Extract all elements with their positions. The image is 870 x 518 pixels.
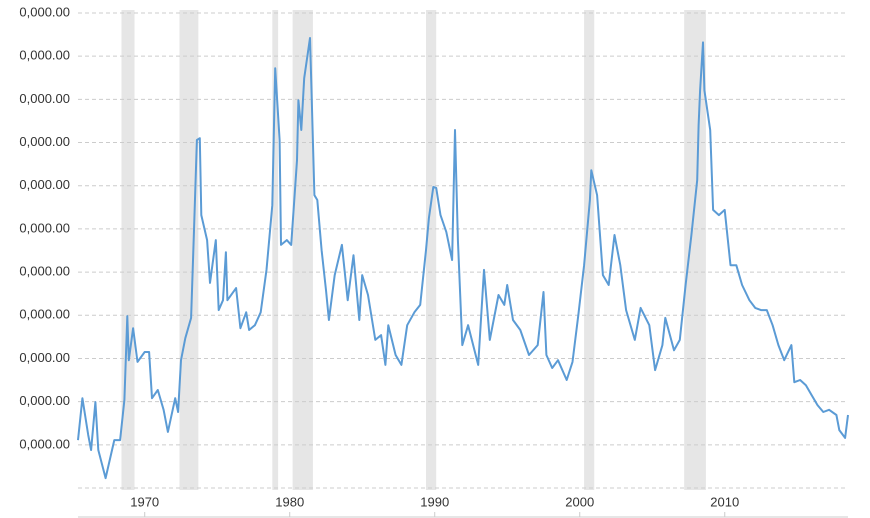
y-tick-label: 0,000.00 xyxy=(19,91,70,106)
y-tick-label: 0,000.00 xyxy=(19,264,70,279)
x-tick-label: 1980 xyxy=(275,494,304,509)
x-tick-label: 1990 xyxy=(420,494,449,509)
y-tick-label: 0,000.00 xyxy=(19,177,70,192)
x-tick-label: 2010 xyxy=(710,494,739,509)
y-tick-label: 0,000.00 xyxy=(19,307,70,322)
x-tick-label: 1970 xyxy=(130,494,159,509)
recession-band xyxy=(584,10,595,490)
y-tick-label: 0,000.00 xyxy=(19,134,70,149)
line-series xyxy=(77,37,849,480)
x-tick-label: 2000 xyxy=(565,494,594,509)
y-tick-label: 0,000.00 xyxy=(19,393,70,408)
recession-band xyxy=(292,10,313,490)
y-tick-label: 0,000.00 xyxy=(19,436,70,451)
y-tick-label: 0,000.00 xyxy=(19,350,70,365)
y-tick-label: 0,000.00 xyxy=(19,220,70,235)
y-tick-label: 0,000.00 xyxy=(19,4,70,19)
recession-band xyxy=(426,10,437,490)
recession-band xyxy=(684,10,706,490)
recession-band xyxy=(179,10,199,490)
y-tick-label: 0,000.00 xyxy=(19,48,70,63)
recession-band xyxy=(272,10,279,490)
